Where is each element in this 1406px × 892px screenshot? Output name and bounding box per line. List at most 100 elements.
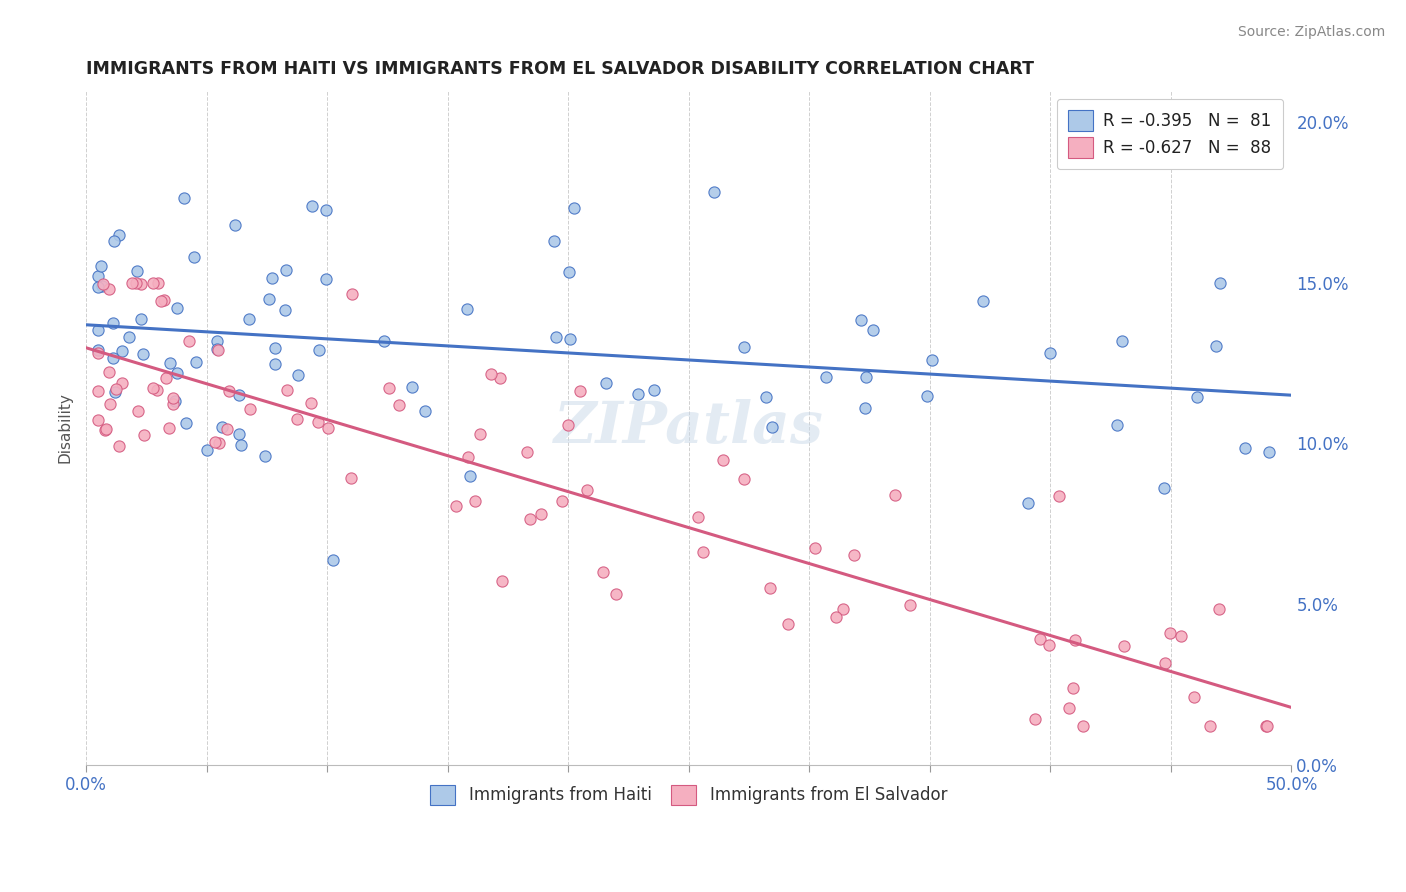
Point	[340, 471, 363, 485]
Point	[121, 276, 143, 290]
Point	[118, 330, 141, 344]
Point	[111, 376, 134, 391]
Point	[558, 265, 581, 279]
Point	[132, 346, 155, 360]
Point	[842, 548, 865, 562]
Point	[98, 282, 121, 296]
Text: Source: ZipAtlas.com: Source: ZipAtlas.com	[1237, 25, 1385, 39]
Point	[388, 398, 411, 412]
Point	[464, 494, 486, 508]
Point	[1073, 719, 1095, 733]
Point	[643, 384, 665, 398]
Point	[1047, 489, 1070, 503]
Point	[285, 412, 308, 426]
Point	[373, 334, 395, 349]
Point	[849, 313, 872, 327]
Point	[98, 397, 121, 411]
Point	[1057, 701, 1080, 715]
Point	[108, 227, 131, 242]
Point	[855, 401, 877, 415]
Point	[166, 366, 188, 380]
Point	[315, 203, 337, 218]
Point	[413, 404, 436, 418]
Point	[238, 312, 260, 326]
Point	[1159, 626, 1181, 640]
Point	[87, 343, 110, 358]
Point	[93, 277, 115, 292]
Point	[228, 426, 250, 441]
Point	[224, 218, 246, 232]
Point	[444, 499, 467, 513]
Point	[815, 370, 838, 384]
Point	[218, 384, 240, 398]
Point	[229, 438, 252, 452]
Point	[91, 279, 114, 293]
Point	[972, 293, 994, 308]
Point	[87, 268, 110, 283]
Point	[195, 442, 218, 457]
Point	[468, 426, 491, 441]
Point	[595, 376, 617, 391]
Point	[264, 341, 287, 355]
Point	[1039, 346, 1062, 360]
Point	[142, 381, 165, 395]
Point	[489, 370, 512, 384]
Point	[287, 368, 309, 383]
Point	[253, 449, 276, 463]
Point	[315, 272, 337, 286]
Point	[458, 468, 481, 483]
Point	[131, 277, 153, 291]
Point	[825, 610, 848, 624]
Point	[211, 420, 233, 434]
Point	[479, 367, 502, 381]
Point	[97, 365, 120, 379]
Point	[519, 512, 541, 526]
Point	[516, 445, 538, 459]
Point	[152, 293, 174, 307]
Point	[87, 384, 110, 399]
Point	[173, 191, 195, 205]
Point	[108, 439, 131, 453]
Point	[776, 616, 799, 631]
Point	[1170, 629, 1192, 643]
Point	[1205, 339, 1227, 353]
Point	[127, 264, 149, 278]
Point	[733, 341, 755, 355]
Point	[207, 343, 229, 357]
Point	[301, 199, 323, 213]
Point	[125, 276, 148, 290]
Point	[1064, 632, 1087, 647]
Point	[162, 397, 184, 411]
Point	[263, 357, 285, 371]
Point	[898, 598, 921, 612]
Point	[129, 312, 152, 326]
Point	[208, 436, 231, 450]
Point	[207, 343, 229, 358]
Point	[239, 402, 262, 417]
Point	[204, 435, 226, 450]
Point	[146, 384, 169, 398]
Point	[457, 450, 479, 464]
Point	[101, 351, 124, 365]
Point	[274, 263, 297, 277]
Point	[377, 381, 399, 395]
Text: IMMIGRANTS FROM HAITI VS IMMIGRANTS FROM EL SALVADOR DISABILITY CORRELATION CHAR: IMMIGRANTS FROM HAITI VS IMMIGRANTS FROM…	[86, 60, 1033, 78]
Point	[316, 420, 339, 434]
Point	[1017, 496, 1039, 510]
Point	[215, 421, 238, 435]
Point	[1187, 391, 1209, 405]
Point	[87, 413, 110, 427]
Point	[1062, 681, 1084, 695]
Point	[1153, 481, 1175, 495]
Point	[142, 276, 165, 290]
Point	[163, 394, 186, 409]
Point	[755, 390, 778, 404]
Point	[1105, 418, 1128, 433]
Point	[759, 581, 782, 595]
Point	[159, 356, 181, 370]
Point	[176, 416, 198, 430]
Point	[605, 586, 627, 600]
Point	[205, 334, 228, 349]
Point	[155, 371, 177, 385]
Point	[1038, 638, 1060, 652]
